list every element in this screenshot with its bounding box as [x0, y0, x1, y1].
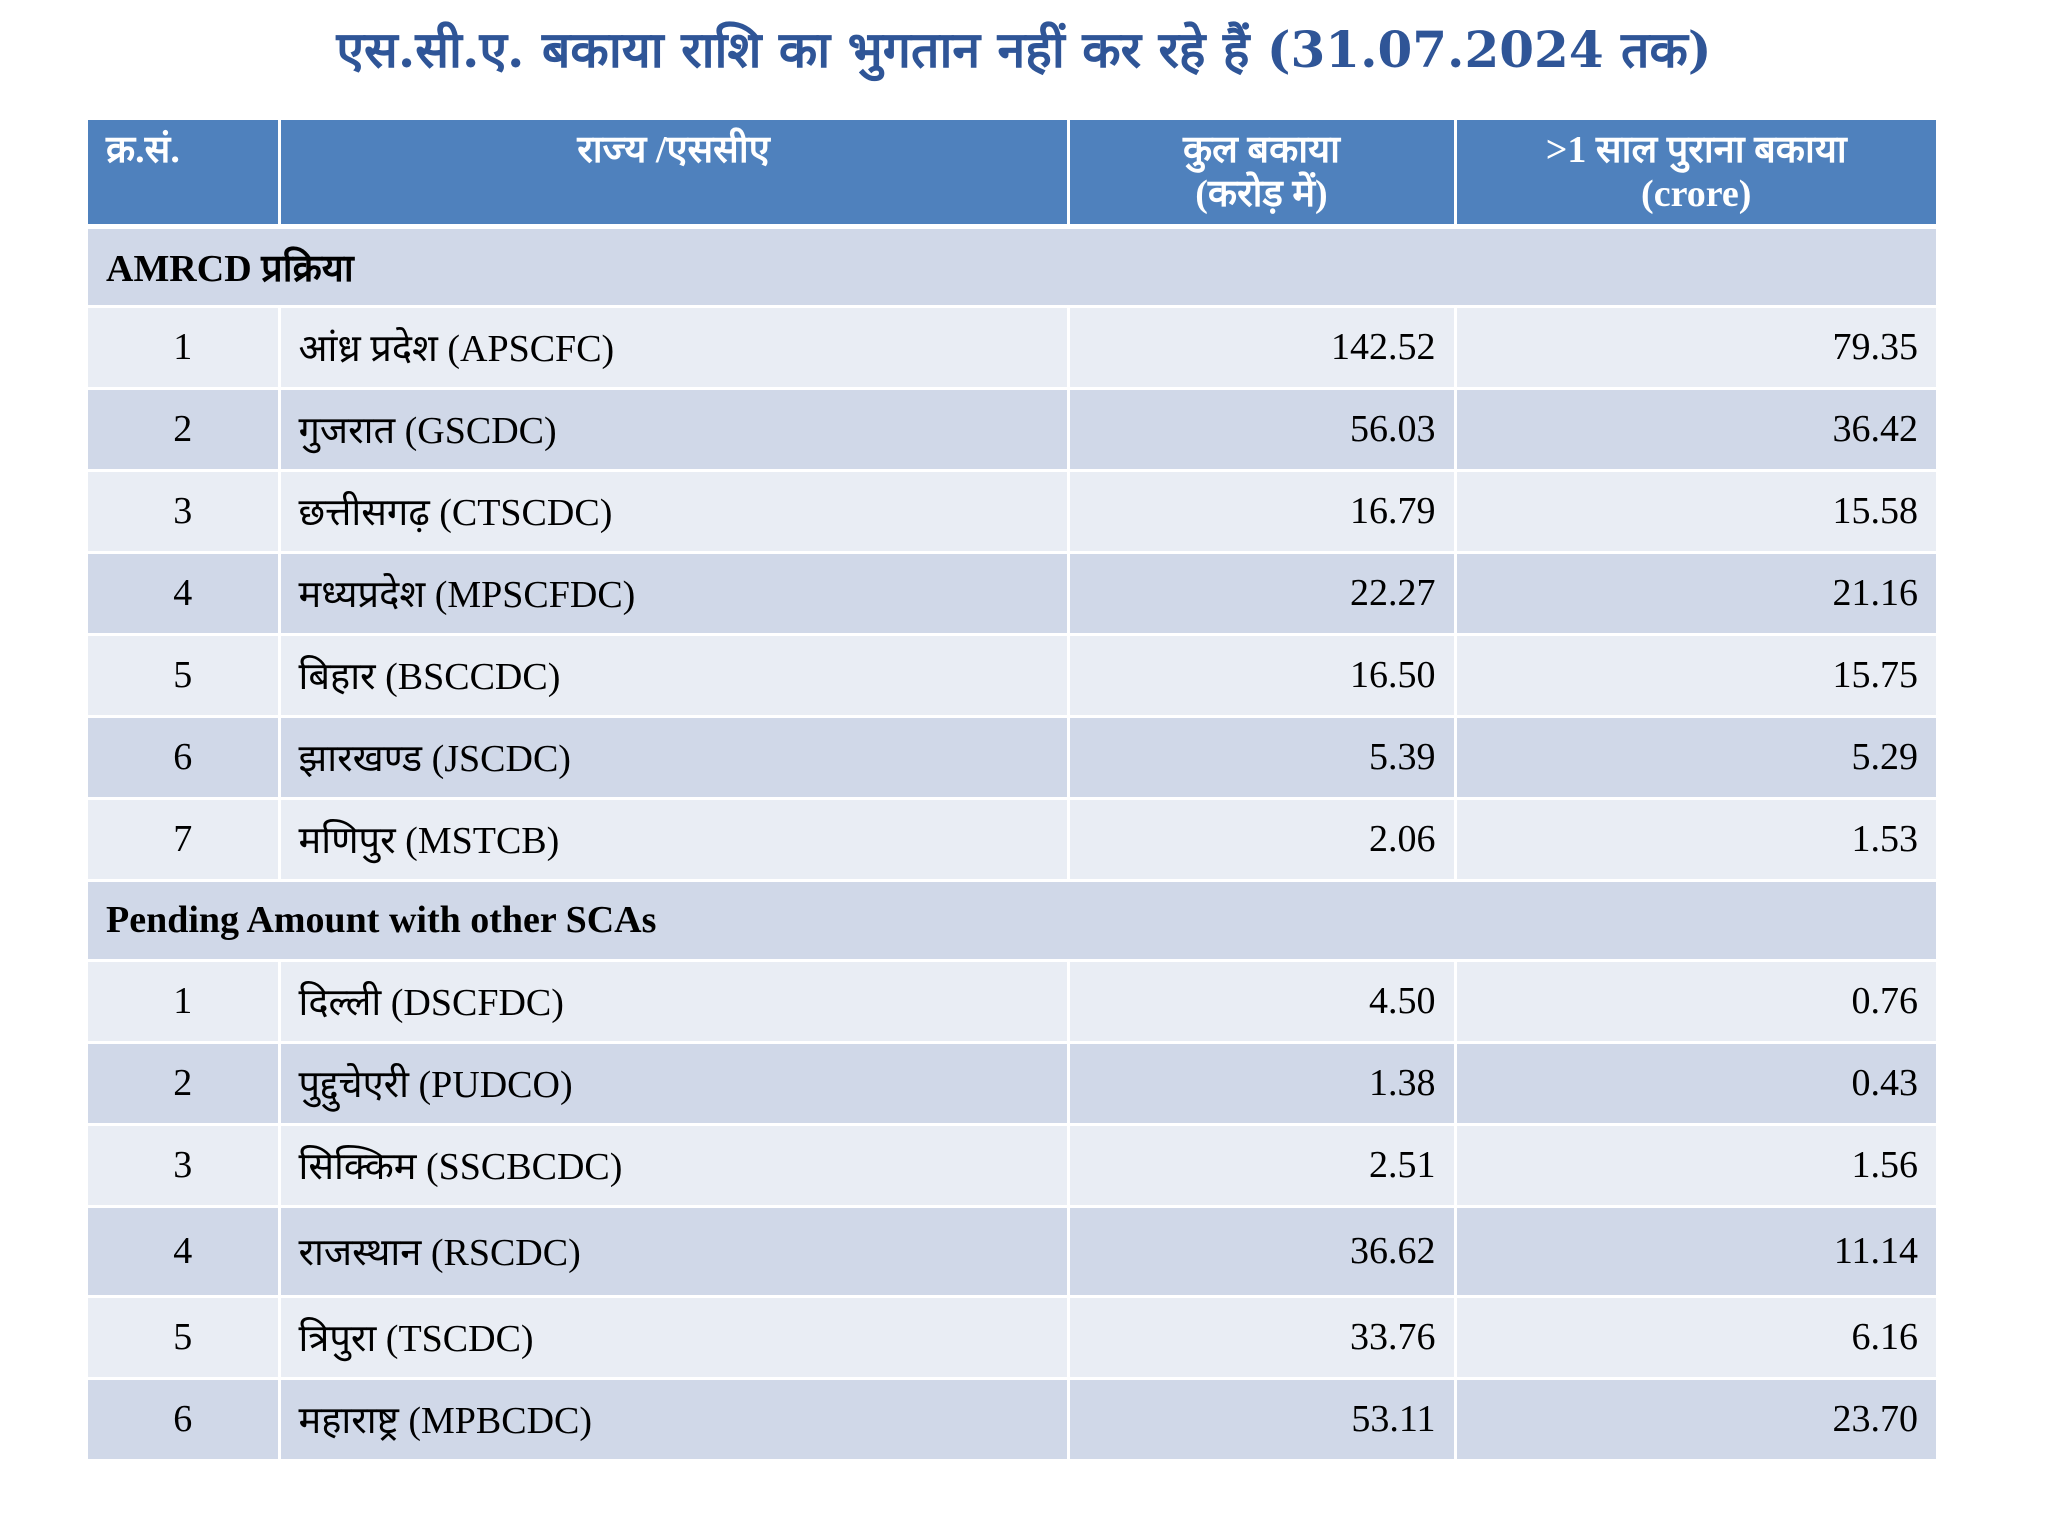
row-serial: 3 — [88, 1124, 281, 1208]
row-state: मणिपुर (MSTCB) — [279, 798, 1070, 882]
row-serial: 1 — [88, 306, 281, 390]
row-old-dues: 0.76 — [1455, 960, 1936, 1044]
table-row: 6 झारखण्ड (JSCDC) 5.39 5.29 — [88, 716, 1936, 800]
row-total-dues: 1.38 — [1068, 1042, 1457, 1126]
row-old-dues: 11.14 — [1455, 1206, 1936, 1298]
row-serial: 4 — [88, 1206, 281, 1298]
row-serial: 2 — [88, 388, 281, 472]
row-old-dues: 15.75 — [1455, 634, 1936, 718]
section-title: AMRCD प्रक्रिया — [88, 226, 1936, 308]
header-row: क्र.सं. राज्य /एससीए कुल बकाया (करोड़ मे… — [88, 120, 1936, 229]
header-state: राज्य /एससीए — [279, 120, 1070, 229]
row-state: छत्तीसगढ़ (CTSCDC) — [279, 470, 1070, 554]
header-old-dues-line1: >1 साल पुराना बकाया — [1545, 129, 1847, 171]
row-old-dues: 0.43 — [1455, 1042, 1936, 1126]
row-serial: 2 — [88, 1042, 281, 1126]
header-old-dues-line2: (crore) — [1641, 173, 1752, 215]
row-serial: 5 — [88, 634, 281, 718]
row-state: आंध्र प्रदेश (APSCFC) — [279, 306, 1070, 390]
table-row: 4 राजस्थान (RSCDC) 36.62 11.14 — [88, 1206, 1936, 1298]
table-row: 5 बिहार (BSCCDC) 16.50 15.75 — [88, 634, 1936, 718]
row-total-dues: 36.62 — [1068, 1206, 1457, 1298]
row-state: बिहार (BSCCDC) — [279, 634, 1070, 718]
row-serial: 6 — [88, 716, 281, 800]
row-total-dues: 4.50 — [1068, 960, 1457, 1044]
table-row: 6 महाराष्ट्र (MPBCDC) 53.11 23.70 — [88, 1378, 1936, 1462]
table-row: 2 पुद्दुचेएरी (PUDCO) 1.38 0.43 — [88, 1042, 1936, 1126]
row-total-dues: 2.51 — [1068, 1124, 1457, 1208]
row-total-dues: 22.27 — [1068, 552, 1457, 636]
table-row: 3 सिक्किम (SSCBCDC) 2.51 1.56 — [88, 1124, 1936, 1208]
row-old-dues: 79.35 — [1455, 306, 1936, 390]
row-old-dues: 6.16 — [1455, 1296, 1936, 1380]
row-state: पुद्दुचेएरी (PUDCO) — [279, 1042, 1070, 1126]
section-row-amrcd: AMRCD प्रक्रिया — [88, 226, 1936, 308]
row-total-dues: 5.39 — [1068, 716, 1457, 800]
row-serial: 1 — [88, 960, 281, 1044]
row-serial: 7 — [88, 798, 281, 882]
row-state: दिल्ली (DSCFDC) — [279, 960, 1070, 1044]
row-total-dues: 33.76 — [1068, 1296, 1457, 1380]
row-old-dues: 15.58 — [1455, 470, 1936, 554]
header-total-dues-line2: (करोड़ में) — [1195, 173, 1328, 215]
table-row: 2 गुजरात (GSCDC) 56.03 36.42 — [88, 388, 1936, 472]
row-total-dues: 16.50 — [1068, 634, 1457, 718]
row-old-dues: 1.53 — [1455, 798, 1936, 882]
row-total-dues: 142.52 — [1068, 306, 1457, 390]
header-total-dues-line1: कुल बकाया — [1182, 129, 1341, 171]
header-old-dues: >1 साल पुराना बकाया (crore) — [1455, 120, 1936, 229]
row-state: त्रिपुरा (TSCDC) — [279, 1296, 1070, 1380]
row-total-dues: 16.79 — [1068, 470, 1457, 554]
row-old-dues: 1.56 — [1455, 1124, 1936, 1208]
row-old-dues: 23.70 — [1455, 1378, 1936, 1462]
row-old-dues: 5.29 — [1455, 716, 1936, 800]
row-total-dues: 56.03 — [1068, 388, 1457, 472]
row-old-dues: 36.42 — [1455, 388, 1936, 472]
table-row: 1 दिल्ली (DSCFDC) 4.50 0.76 — [88, 960, 1936, 1044]
row-state: महाराष्ट्र (MPBCDC) — [279, 1378, 1070, 1462]
row-serial: 6 — [88, 1378, 281, 1462]
table-row: 4 मध्यप्रदेश (MPSCFDC) 22.27 21.16 — [88, 552, 1936, 636]
row-state: सिक्किम (SSCBCDC) — [279, 1124, 1070, 1208]
section-row-other-scas: Pending Amount with other SCAs — [88, 880, 1936, 962]
slide-title: एस.सी.ए. बकाया राशि का भुगतान नहीं कर रह… — [336, 20, 1712, 79]
row-old-dues: 21.16 — [1455, 552, 1936, 636]
row-total-dues: 2.06 — [1068, 798, 1457, 882]
row-state: गुजरात (GSCDC) — [279, 388, 1070, 472]
row-serial: 5 — [88, 1296, 281, 1380]
row-serial: 3 — [88, 470, 281, 554]
row-serial: 4 — [88, 552, 281, 636]
table-row: 5 त्रिपुरा (TSCDC) 33.76 6.16 — [88, 1296, 1936, 1380]
header-total-dues: कुल बकाया (करोड़ में) — [1068, 120, 1457, 229]
table-row: 3 छत्तीसगढ़ (CTSCDC) 16.79 15.58 — [88, 470, 1936, 554]
dues-table: क्र.सं. राज्य /एससीए कुल बकाया (करोड़ मे… — [88, 120, 1936, 1462]
row-state: राजस्थान (RSCDC) — [279, 1206, 1070, 1298]
section-title: Pending Amount with other SCAs — [88, 880, 1936, 962]
table-row: 1 आंध्र प्रदेश (APSCFC) 142.52 79.35 — [88, 306, 1936, 390]
row-state: झारखण्ड (JSCDC) — [279, 716, 1070, 800]
row-state: मध्यप्रदेश (MPSCFDC) — [279, 552, 1070, 636]
header-serial: क्र.सं. — [88, 120, 281, 229]
table-row: 7 मणिपुर (MSTCB) 2.06 1.53 — [88, 798, 1936, 882]
row-total-dues: 53.11 — [1068, 1378, 1457, 1462]
